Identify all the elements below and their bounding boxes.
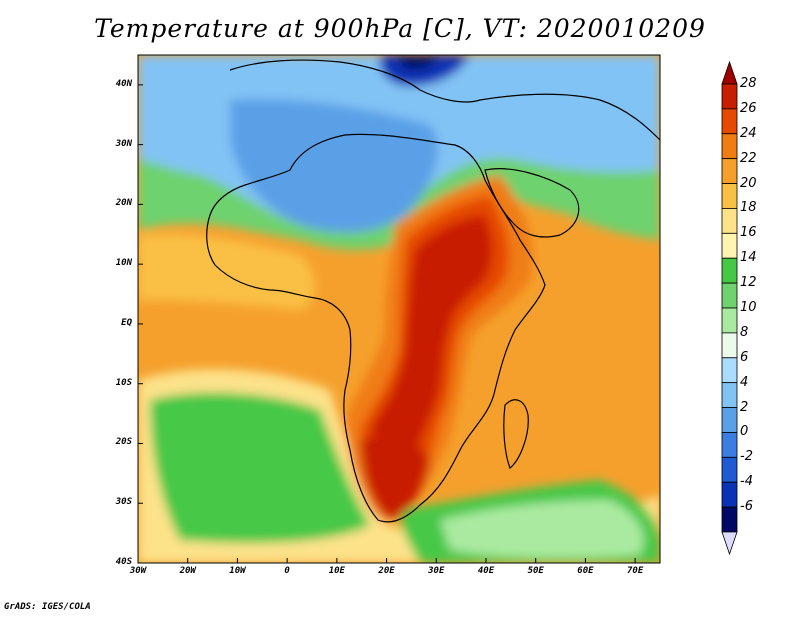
colorbar-label: 18 bbox=[740, 200, 757, 216]
africa-coastline bbox=[206, 133, 546, 523]
field-sahara-blue bbox=[230, 99, 439, 233]
coastlines bbox=[206, 59, 660, 523]
lon-tick-label: 30E bbox=[428, 566, 445, 576]
lon-tick-label: 10E bbox=[328, 566, 345, 576]
colorbar-segment bbox=[721, 133, 738, 160]
lon-tick-label: 20W bbox=[179, 566, 196, 576]
colorbar-label: 8 bbox=[740, 324, 749, 340]
colorbar-segment bbox=[721, 158, 738, 184]
arabia-coastline bbox=[484, 168, 580, 238]
colorbar bbox=[721, 60, 738, 556]
field-satl-green bbox=[150, 392, 370, 543]
field-med-cold-core bbox=[395, 55, 440, 70]
lat-tick-label: 20N bbox=[115, 198, 132, 209]
field-south-pale bbox=[440, 500, 644, 559]
colorbar-segment bbox=[721, 282, 738, 309]
field-east-green bbox=[560, 175, 660, 240]
colorbar-segment bbox=[721, 83, 738, 110]
lon-tick-label: 70E bbox=[627, 566, 644, 576]
field-hot-core bbox=[372, 215, 493, 490]
lon-tick-label: 60E bbox=[577, 566, 594, 576]
madagascar-coastline bbox=[503, 399, 529, 469]
lat-tick-label: 30S bbox=[115, 497, 132, 508]
colorbar-segment bbox=[721, 208, 738, 234]
lat-tick-label: 20S bbox=[115, 437, 132, 448]
lat-tick-label: 30N bbox=[115, 138, 132, 149]
colorbar-segment bbox=[721, 232, 738, 259]
colorbar-label: 28 bbox=[740, 76, 757, 91]
lon-tick-label: 0 bbox=[284, 566, 290, 576]
colorbar-label: -6 bbox=[740, 499, 753, 515]
lon-tick-label: 40E bbox=[477, 566, 495, 576]
colorbar-label: 10 bbox=[740, 300, 757, 315]
colorbar-segment bbox=[721, 108, 738, 135]
colorbar-segment bbox=[721, 432, 738, 458]
axis-ticks bbox=[137, 84, 636, 564]
colorbar-label: 4 bbox=[740, 374, 749, 390]
colorbar-label: 16 bbox=[740, 225, 757, 241]
colorbar-segment bbox=[721, 183, 738, 209]
lat-tick-label: 40S bbox=[115, 557, 132, 567]
lon-tick-label: 50E bbox=[527, 566, 544, 576]
lon-tick-label: 10W bbox=[229, 566, 246, 576]
colorbar-label: 26 bbox=[740, 100, 757, 116]
field-hot-south bbox=[360, 436, 430, 520]
colorbar-label: 22 bbox=[740, 150, 757, 166]
lat-tick-label: EQ bbox=[121, 317, 132, 328]
colorbar-segment bbox=[721, 332, 738, 359]
europe-coastline bbox=[229, 59, 660, 141]
colorbar-segment bbox=[721, 382, 738, 408]
colorbar-segment bbox=[721, 357, 738, 384]
colorbar-label: 6 bbox=[740, 349, 749, 365]
colorbar-segment bbox=[721, 257, 738, 284]
lon-tick-label: 20E bbox=[378, 566, 395, 576]
map-title: Temperature at 900hPa [C], VT: 202001020… bbox=[94, 14, 706, 43]
credit-text: GrADS: IGES/COLA bbox=[4, 602, 91, 612]
lat-tick-label: 40N bbox=[115, 78, 132, 89]
colorbar-label: 24 bbox=[740, 125, 757, 141]
colorbar-label: 20 bbox=[740, 175, 757, 191]
lon-tick-label: 30W bbox=[129, 566, 147, 576]
colorbar-segment bbox=[721, 456, 738, 483]
lat-tick-label: 10N bbox=[115, 258, 132, 269]
map-field bbox=[138, 55, 660, 563]
colorbar-label: 0 bbox=[740, 424, 749, 440]
colorbar-bottom-arrow bbox=[721, 531, 738, 556]
colorbar-segment bbox=[721, 506, 738, 533]
colorbar-segment bbox=[721, 481, 738, 508]
colorbar-label: 12 bbox=[740, 275, 757, 291]
colorbar-label: -2 bbox=[740, 449, 753, 465]
colorbar-segment bbox=[721, 307, 738, 334]
field-trop-yellow bbox=[138, 234, 315, 310]
colorbar-label: 14 bbox=[740, 250, 757, 266]
colorbar-segment bbox=[721, 407, 738, 433]
lat-tick-label: 10S bbox=[115, 377, 132, 388]
colorbar-label: -4 bbox=[740, 474, 753, 490]
colorbar-label: 2 bbox=[740, 399, 749, 415]
map-frame bbox=[137, 54, 661, 564]
colorbar-top-arrow bbox=[721, 60, 738, 85]
